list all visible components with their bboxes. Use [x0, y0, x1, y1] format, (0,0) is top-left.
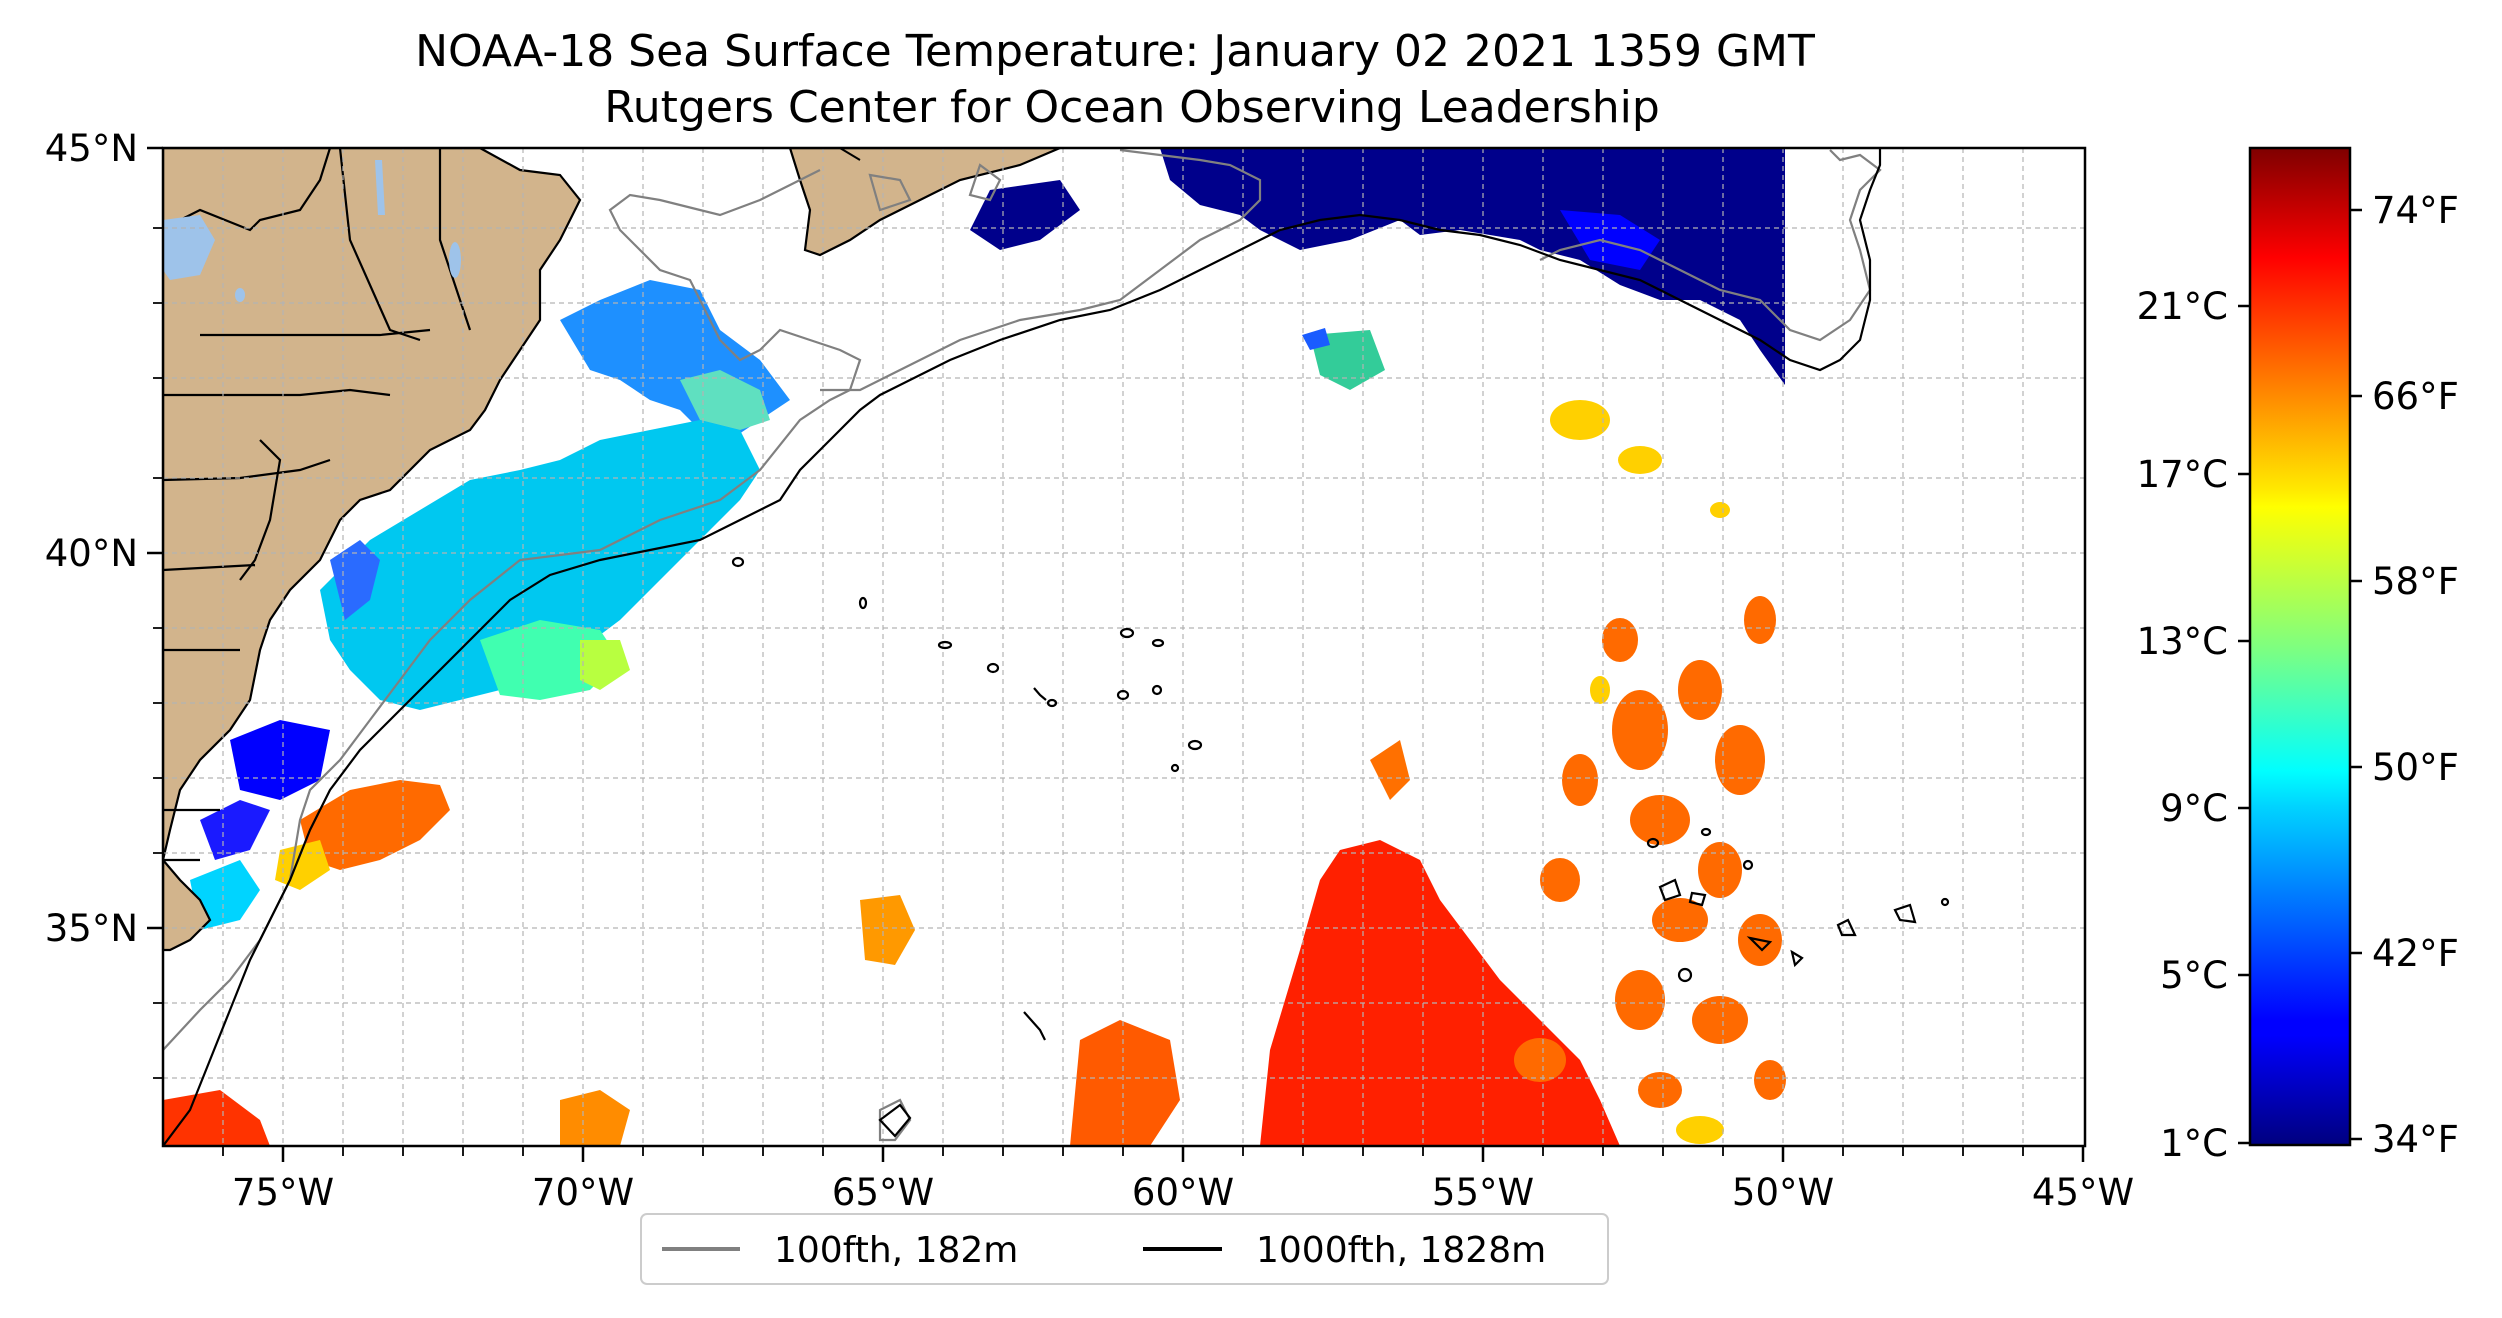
colorbar-celsius-label: 21°C	[2137, 285, 2228, 328]
sst-scattered-east	[1514, 596, 1786, 1108]
legend-label-1000fth: 1000fth, 1828m	[1256, 1230, 1546, 1271]
colorbar-celsius-label: 17°C	[2137, 453, 2228, 496]
colorbar-gradient	[2248, 146, 2352, 1147]
sst-patch	[163, 1090, 270, 1146]
colorbar-celsius-label: 5°C	[2160, 954, 2228, 997]
land-border	[839, 148, 861, 161]
lat-tick-label: 35°N	[45, 907, 138, 950]
colorbar-celsius-label: 9°C	[2160, 787, 2228, 830]
lon-tick-label: 60°W	[1132, 1171, 1234, 1214]
sst-data-layer	[163, 148, 1786, 1146]
lon-tick-label: 50°W	[1732, 1171, 1834, 1214]
sst-scattered-yellow	[1550, 400, 1730, 1144]
lat-tick-label: 40°N	[45, 532, 138, 575]
colorbar-fahrenheit-label: 50°F	[2372, 746, 2459, 789]
title-line-1: NOAA-18 Sea Surface Temperature: January…	[415, 26, 1815, 77]
lon-tick-label: 45°W	[2032, 1171, 2134, 1214]
colorbar-fahrenheit-label: 58°F	[2372, 560, 2459, 603]
sst-cool-patch	[1302, 328, 1330, 350]
colorbar-fahrenheit-label: 66°F	[2372, 375, 2459, 418]
map-panel: 75°W 70°W 65°W 60°W 55°W 50°W 45°W 45°N …	[45, 127, 2134, 1214]
sst-patch	[560, 1090, 630, 1146]
sst-gulf-stream-warm	[300, 780, 450, 870]
lon-axis: 75°W 70°W 65°W 60°W 55°W 50°W 45°W	[232, 1146, 2134, 1214]
sst-cold-patch	[1560, 210, 1660, 270]
sst-shelf-cyan	[320, 420, 760, 710]
colorbar-fahrenheit-label: 42°F	[2372, 932, 2459, 975]
sst-patch	[200, 800, 270, 860]
sst-cold-northeast	[1160, 148, 1785, 385]
isobath-100fth	[163, 148, 1882, 1142]
lat-axis: 45°N 40°N 35°N	[45, 127, 163, 950]
lon-tick-label: 55°W	[1432, 1171, 1534, 1214]
sst-patch	[230, 720, 330, 800]
legend-label-100fth: 100fth, 182m	[774, 1230, 1018, 1271]
colorbar-fahrenheit-label: 34°F	[2372, 1118, 2459, 1161]
lat-tick-label: 45°N	[45, 127, 138, 170]
colorbar: 1°C 5°C 9°C 13°C 17°C 21°C 34°F 42°F 50°…	[2137, 146, 2459, 1165]
legend-box	[640, 1213, 1609, 1285]
lon-tick-label: 65°W	[832, 1171, 934, 1214]
sst-patch	[860, 895, 915, 965]
sst-patch	[580, 640, 630, 690]
map-frame	[161, 146, 2087, 1148]
colorbar-fahrenheit-label: 74°F	[2372, 189, 2459, 232]
sst-patch	[1070, 1020, 1180, 1146]
legend: 100fth, 182m 1000fth, 1828m	[640, 1213, 1609, 1285]
sst-patch	[190, 860, 260, 930]
colorbar-celsius-label: 1°C	[2160, 1122, 2228, 1165]
sst-patch	[1370, 740, 1410, 800]
isobath-1000fth	[163, 148, 1950, 1146]
lon-tick-label: 70°W	[532, 1171, 634, 1214]
gridlines	[163, 148, 2085, 1146]
colorbar-celsius-label: 13°C	[2137, 620, 2228, 663]
lakes	[163, 160, 461, 302]
title-line-2: Rutgers Center for Ocean Observing Leade…	[604, 82, 1660, 133]
state-borders	[163, 148, 472, 862]
seamounts	[731, 556, 1950, 1138]
land-layer	[163, 148, 1061, 952]
sst-cold-patch	[970, 180, 1080, 250]
lon-tick-label: 75°W	[232, 1171, 334, 1214]
